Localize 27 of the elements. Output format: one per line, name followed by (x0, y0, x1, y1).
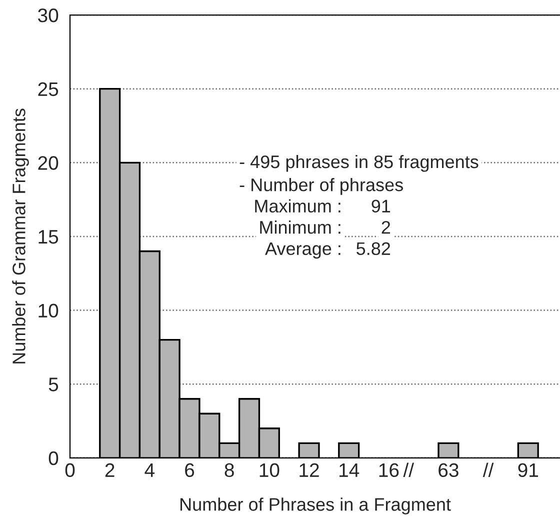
y-tick-label: 20 (38, 156, 58, 170)
y-tick-label: 10 (38, 304, 58, 318)
x-tick-label: 8 (224, 463, 234, 478)
x-tick-label: 4 (144, 463, 155, 477)
x-tick-label: // (482, 462, 494, 478)
x-tick-label: 0 (65, 463, 75, 478)
y-tick-label: 0 (48, 451, 58, 466)
y-tick-label: 15 (38, 230, 58, 244)
x-tick-label: 91 (518, 463, 538, 478)
annotation: Average : 5.82 (265, 242, 390, 259)
x-tick-label: 16 (379, 463, 399, 478)
x-axis-title: Number of Phrases in a Fragment (180, 498, 451, 514)
text: Minimum : 2 (260, 220, 390, 234)
x-tick-label: // (403, 462, 414, 478)
annotation: - 495 phrases in 85 fragments (240, 154, 478, 172)
y-tick-label: 5 (48, 378, 58, 392)
y-tick-label: 30 (38, 8, 58, 22)
x-tick-label: 10 (260, 463, 280, 478)
annotation: - Number of phrases (240, 178, 403, 195)
x-tick-label: 14 (340, 463, 360, 477)
y-tick-label: 25 (38, 82, 58, 96)
x-tick-label: 2 (105, 463, 114, 477)
y-axis-title: Number of Grammar Fragments (12, 108, 29, 364)
x-tick-label: 63 (438, 463, 458, 478)
x-tick-label: 6 (185, 463, 194, 478)
x-tick-label: 12 (300, 463, 319, 477)
text: Maximum : 91 (255, 199, 390, 213)
